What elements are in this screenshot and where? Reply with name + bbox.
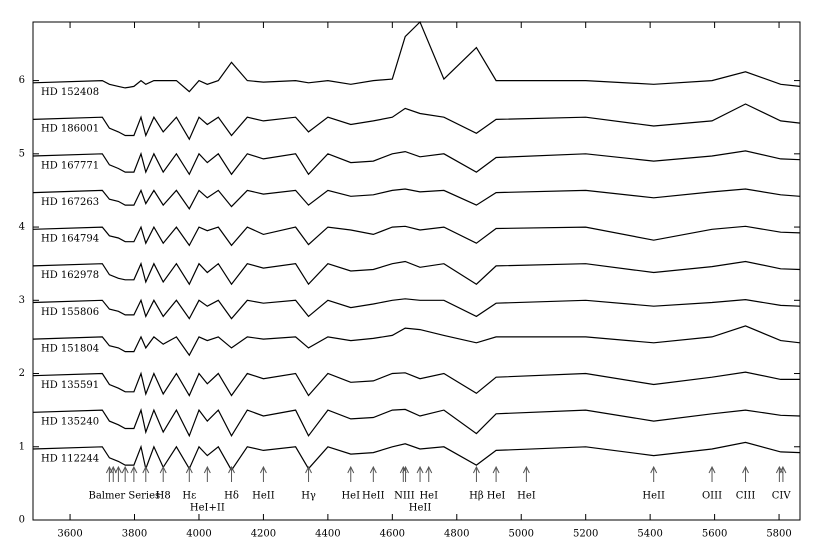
x-tick-label: 5000 [509,529,534,540]
annotation-arrowhead [708,465,716,474]
annotation-label: Balmer Series [88,491,160,502]
star-label: HD 135591 [41,380,99,391]
annotation-arrowhead [109,465,117,474]
annotation-arrowhead [121,465,129,474]
y-tick-label: 0 [19,515,25,526]
x-tick-label: 5600 [702,529,727,540]
spectrum-line [32,325,801,357]
annotation-arrowhead [259,465,267,474]
spectrum-line [32,260,801,286]
annotation-label: CIII [736,491,756,502]
annotation-arrowhead [472,465,480,474]
plot-frame [32,21,801,521]
annotation-arrowhead [228,465,235,474]
y-tick-label: 1 [19,441,25,452]
annotation-label: NIII [394,491,415,502]
x-tick-label: 3600 [57,529,82,540]
annotation-arrowhead [779,465,787,474]
y-tick-label: 5 [19,148,25,159]
x-tick-label: 3800 [122,529,147,540]
annotation-label: HeII [409,503,432,514]
star-label: HD 112244 [41,453,99,464]
annotation-label: HeII [252,491,275,502]
star-label: HD 152408 [41,87,99,98]
star-label: HD 155806 [41,307,99,318]
annotation-arrowhead [650,465,658,474]
star-label: HD 162978 [41,270,99,281]
y-tick-label: 4 [19,222,25,233]
annotation-arrowhead [347,465,355,474]
annotation-arrowhead [402,465,409,474]
x-tick-label: 4400 [315,529,340,540]
x-tick-label: 4200 [251,529,276,540]
annotation-label: Hγ [301,491,316,502]
annotation-arrowhead [492,465,500,474]
y-tick-label: 2 [19,368,25,379]
annotation-label: CIV [772,491,792,502]
x-tick-label: 5200 [573,529,598,540]
spectrum-line [32,103,801,141]
x-tick-label: 4000 [186,529,211,540]
annotation-label: Hβ [469,491,484,502]
annotation-label: HeI [341,491,360,502]
spectrum-line [32,371,800,397]
annotation-arrowhead [142,465,150,474]
annotation-label: Hδ [224,491,239,502]
annotation-arrowhead [159,465,167,474]
star-label: HD 151804 [41,343,99,354]
spectrum-line [32,20,801,93]
annotation-arrowhead [185,465,193,474]
annotation-arrowhead [130,465,138,474]
annotation-label: HeI [517,491,536,502]
spectrum-line [32,298,801,320]
y-tick-label: 3 [19,295,25,306]
annotation-label: Hε [182,491,196,502]
annotation-arrowhead [522,465,530,474]
annotation-label: HeI+II [190,503,225,514]
star-label: HD 164794 [41,234,99,245]
spectrum-line [32,441,801,472]
star-label: HD 135240 [41,417,99,428]
x-tick-label: 4600 [380,529,405,540]
annotation-arrowhead [742,465,749,474]
annotation-label: HeII [362,491,385,502]
annotation-arrowhead [369,465,377,474]
x-tick-label: 4800 [444,529,469,540]
annotation-label: HeI [419,491,438,502]
star-label: HD 186001 [41,124,99,135]
spectrum-line [32,225,801,247]
star-label: HD 167263 [41,197,99,208]
annotation-label: H8 [156,491,171,502]
annotation-label: OIII [702,491,722,502]
annotation-label: HeII [642,491,665,502]
spectrum-line [32,150,801,176]
spectrum-line [32,188,801,210]
annotation-arrowhead [416,465,424,474]
x-tick-label: 5800 [766,529,791,540]
annotation-arrowhead [305,465,312,474]
x-tick-label: 5400 [637,529,662,540]
annotation-arrowhead [114,465,122,474]
spectrum-line [32,408,801,438]
star-label: HD 167771 [41,160,99,171]
y-tick-label: 6 [19,75,25,86]
annotation-label: HeI [487,491,506,502]
annotation-arrowhead [203,465,211,474]
annotation-arrowhead [425,465,433,474]
